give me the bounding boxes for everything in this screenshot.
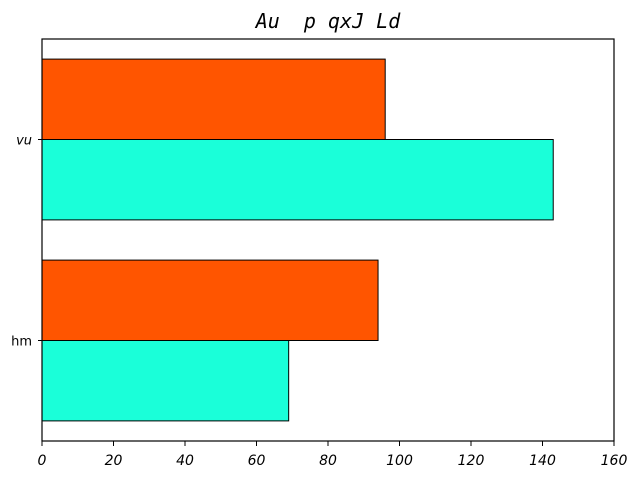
chart-title: Au p qxJ Ld — [254, 9, 401, 33]
x-tick-label-100: 100 — [386, 453, 413, 469]
bars-group — [41, 58, 554, 422]
y-tick-label-vu: vu — [16, 134, 32, 149]
bar-vu-series-1 — [41, 58, 386, 140]
x-tick-label-60: 60 — [248, 453, 266, 469]
bar-hm-series-1 — [41, 259, 379, 342]
y-axis: vu hm — [11, 134, 42, 350]
bar-vu-series-2 — [41, 139, 554, 221]
x-tick-label-160: 160 — [601, 453, 628, 469]
x-axis: 0 20 40 60 80 100 120 140 160 — [38, 441, 628, 469]
x-tick-label-40: 40 — [176, 453, 194, 469]
x-tick-label-120: 120 — [458, 453, 485, 469]
bar-hm-series-2 — [41, 340, 290, 422]
x-tick-label-80: 80 — [319, 453, 337, 469]
x-tick-label-20: 20 — [105, 453, 123, 469]
x-tick-label-0: 0 — [38, 453, 47, 469]
x-tick-label-140: 140 — [529, 453, 556, 469]
y-tick-label-hm: hm — [11, 335, 32, 350]
